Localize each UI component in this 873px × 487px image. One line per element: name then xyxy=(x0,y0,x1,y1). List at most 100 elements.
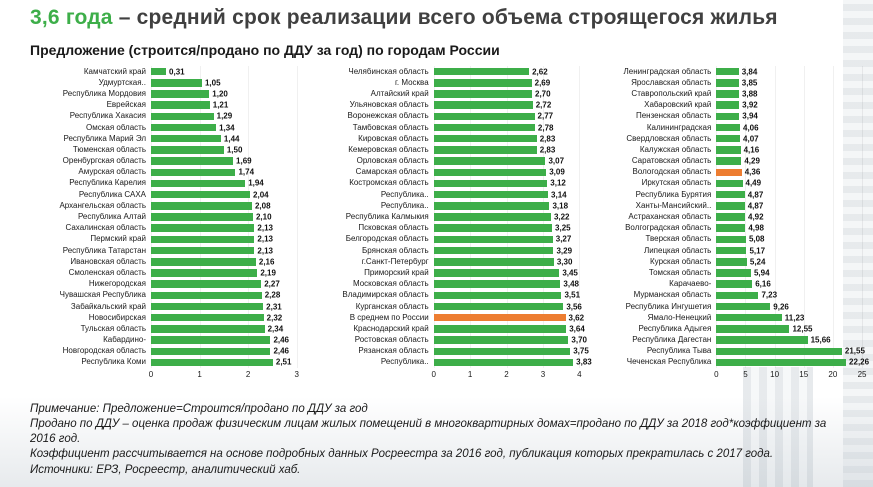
bar-row: Калужская область 4,16 xyxy=(593,144,862,155)
bar-value: 9,26 xyxy=(773,302,789,312)
bar xyxy=(716,336,808,344)
bar-row: Краснодарский край 3,64 xyxy=(311,323,584,334)
bar xyxy=(151,79,202,87)
bar xyxy=(716,347,842,356)
x-tick-label: 2 xyxy=(245,370,251,380)
bar-track: 6,16 xyxy=(716,279,862,289)
bar-value: 4,98 xyxy=(748,223,764,233)
bar xyxy=(716,157,742,165)
x-tick-label: 10 xyxy=(770,370,780,380)
bar-track: 2,13 xyxy=(151,246,297,255)
bar xyxy=(433,179,548,188)
bar-track: 3,09 xyxy=(433,167,580,177)
bar-value: 1,44 xyxy=(223,134,240,144)
bar-track: 3,92 xyxy=(716,101,862,110)
bar-track: 3,14 xyxy=(433,190,580,199)
bar-track: 1,05 xyxy=(151,78,297,87)
bar xyxy=(433,213,551,221)
bar-track: 5,08 xyxy=(716,235,862,244)
bar-value: 1,29 xyxy=(216,111,233,121)
bar-track: 1,94 xyxy=(151,179,297,188)
bar-track: 3,51 xyxy=(433,291,580,300)
bar-track: 3,75 xyxy=(433,347,589,356)
bar-track: 3,45 xyxy=(433,268,580,277)
bar-row: Пензенская область 3,94 xyxy=(593,111,862,122)
bar-track: 2,19 xyxy=(151,268,297,277)
region-label: Республика Адыгея xyxy=(638,324,712,333)
bar-row: Ямало-Ненецкий 11,23 xyxy=(593,312,862,323)
bar-value: 3,07 xyxy=(548,156,565,166)
bar-value: 4,49 xyxy=(745,178,762,188)
bar-track: 2,83 xyxy=(433,134,580,143)
bar-track: 3,94 xyxy=(716,112,862,121)
bar-value: 4,16 xyxy=(743,145,760,155)
background-photo-building xyxy=(743,367,813,487)
region-label: Вологодская область xyxy=(632,168,712,177)
bar-track: 12,55 xyxy=(716,324,862,333)
region-label: Удмуртская.. xyxy=(98,78,146,87)
region-label: Омская область xyxy=(85,123,146,132)
bar-track: 3,56 xyxy=(433,302,582,311)
x-tick-label: 25 xyxy=(857,370,867,380)
bar-row: Ульяновская область 2,72 xyxy=(311,100,580,111)
bar-value: 3,48 xyxy=(563,279,579,289)
bar xyxy=(716,258,747,266)
bar-row: Белгородская область 3,27 xyxy=(311,234,580,245)
bar-value: 1,69 xyxy=(236,156,252,166)
bar-row: г. Москва 2,69 xyxy=(311,77,580,88)
bar-track: 1,69 xyxy=(151,156,297,166)
region-label: Республика Тыва xyxy=(646,347,712,356)
bar-value: 3,30 xyxy=(556,257,573,267)
footnote-methodology: Продано по ДДУ – оценка продаж физически… xyxy=(30,418,827,445)
region-label: Тверская область xyxy=(645,235,712,244)
region-label: Республика Бурятия xyxy=(635,190,712,199)
region-label: Воронежская область xyxy=(347,112,429,121)
bar-row: Курская область 5,24 xyxy=(593,256,862,267)
bar-track: 2,32 xyxy=(151,313,297,323)
region-label: Калининградская xyxy=(646,123,712,132)
bar-track: 11,23 xyxy=(716,313,862,322)
bar-track: 2,08 xyxy=(151,201,297,210)
bar-value: 2,70 xyxy=(535,89,551,99)
x-tick-label: 20 xyxy=(828,370,838,380)
bar-value: 3,27 xyxy=(555,234,572,244)
region-label: Кировская область xyxy=(358,134,429,143)
bar xyxy=(716,134,741,143)
bar xyxy=(151,168,236,177)
bar xyxy=(433,347,571,356)
region-label: Курская область xyxy=(650,257,712,266)
bar-highlighted xyxy=(716,168,742,177)
bar-value: 2,32 xyxy=(266,313,283,323)
bar xyxy=(433,280,561,288)
region-label: Нижегородская xyxy=(88,280,146,289)
bar-value: 4,29 xyxy=(744,156,760,166)
x-tick-label: 0 xyxy=(431,370,436,380)
bar-value: 3,70 xyxy=(571,335,587,345)
bar xyxy=(151,224,255,232)
bar-row: Кабардино- 2,46 xyxy=(28,335,297,346)
bar-row: Приморский край 3,45 xyxy=(311,267,580,278)
bar xyxy=(433,269,560,277)
bar-track: 2,16 xyxy=(151,257,297,266)
region-label: Псковская область xyxy=(358,224,429,233)
bar-value: 1,20 xyxy=(212,89,228,99)
x-axis: 0 1 2 3 xyxy=(149,368,299,381)
bar-row: Республика САХА 2,04 xyxy=(28,189,297,200)
bar-row: Курганская область 3,56 xyxy=(311,301,582,312)
gridline xyxy=(579,66,581,369)
bar-row: Смоленская область 2,19 xyxy=(28,267,297,278)
bar-value: 3,09 xyxy=(549,167,565,177)
bar xyxy=(433,358,574,367)
bar xyxy=(151,146,224,154)
gridline xyxy=(774,66,776,369)
bar xyxy=(433,90,532,98)
bar-row: Удмуртская.. 1,05 xyxy=(28,77,297,88)
bar-row: Республика Марий Эл 1,44 xyxy=(28,133,297,144)
bar xyxy=(151,123,217,132)
bar-value: 6,16 xyxy=(755,279,771,289)
bar xyxy=(151,157,234,165)
region-label: г. Москва xyxy=(394,78,429,87)
region-label: Республика Алтай xyxy=(77,213,146,222)
bar-value: 2,31 xyxy=(266,302,282,312)
region-label: Владимирская область xyxy=(342,291,429,300)
